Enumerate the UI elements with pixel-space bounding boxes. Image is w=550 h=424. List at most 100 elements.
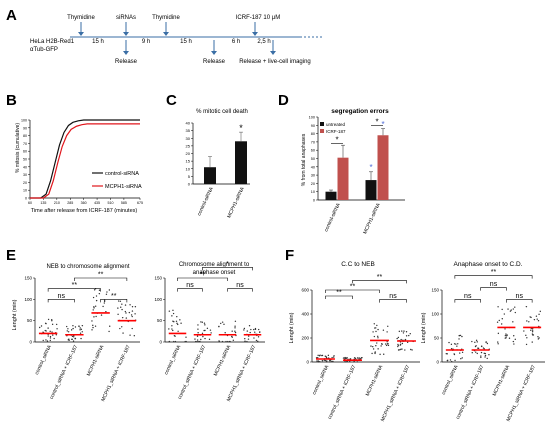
e-right-plot-point-0	[172, 320, 174, 322]
e-left-plot-point-3	[133, 335, 136, 337]
c-y-tick-label: 5	[188, 174, 191, 179]
e-right-plot-point-1	[200, 321, 202, 323]
e-left-plot-point-2	[94, 305, 97, 307]
e-left-plot-point-2	[98, 289, 101, 291]
f-right-plot-point-2	[507, 308, 509, 310]
f-right-plot-point-1	[480, 356, 482, 359]
c-title: % mitotic cell death	[196, 109, 248, 115]
f-left-plot-point-0	[321, 360, 324, 362]
e-right-plot-point-3	[247, 335, 250, 337]
f-left-plot-y-tick-label: 0	[306, 360, 309, 365]
f-left-plot-point-1	[358, 357, 361, 359]
b-x-tick-label: 135	[40, 201, 46, 205]
d-legend-icrf: ICRF-187	[326, 129, 346, 134]
b-series-line-1	[30, 123, 140, 199]
f-left-plot-point-1	[342, 357, 345, 359]
e-right-plot-point-2	[218, 340, 220, 342]
e-left-plot-point-2	[105, 293, 108, 296]
f-left-plot-point-2	[372, 348, 375, 350]
f-left-plot-point-0	[323, 359, 325, 361]
e-left-plot-point-3	[129, 304, 131, 306]
e-left-plot-x-label: MCPH1_siRNA + ICRF-187	[100, 344, 132, 403]
e-right-plot-point-2	[234, 320, 237, 322]
b-x-tick-label: 60	[28, 201, 32, 205]
panel-d-bar-chart: segregation errors % from total anaphase…	[301, 108, 405, 235]
f-right-plot-point-2	[503, 313, 506, 315]
e-left-plot-point-0	[56, 328, 58, 330]
e-left-plot-point-2	[98, 292, 101, 295]
b-y-tick-label: 100	[21, 119, 27, 123]
f-left-plot-point-3	[397, 344, 400, 347]
d-y-tick-label: 60	[311, 149, 315, 153]
c-x-label: control-siRNA	[196, 186, 215, 217]
e-right-plot-point-1	[201, 332, 204, 335]
f-right-plot-point-1	[475, 351, 477, 353]
cell-line-label: HeLa H2B-Red1	[30, 39, 75, 45]
f-left-plot-y-tick-label: 600	[301, 288, 309, 293]
e-right-plot-point-0	[176, 315, 178, 318]
f-right-plot-bracket-0	[454, 299, 481, 303]
e-right-plot-point-3	[247, 338, 250, 340]
f-left-plot-point-1	[346, 356, 348, 359]
d-x-label: MCPH1-siRNA	[362, 202, 382, 235]
e-right-plot-point-0	[172, 329, 174, 332]
timeline: HeLa H2B-Red1 αTub-GFP Thymidine siRNAs …	[30, 15, 322, 65]
panel-e: NEB to chromosome alignment Lenght (min)…	[12, 261, 265, 403]
e-left-plot-point-1	[79, 332, 82, 334]
panel-letter-c: C	[166, 92, 177, 109]
d-legend-swatch-untreated	[320, 122, 324, 126]
e-left-plot-point-0	[53, 337, 55, 340]
e-left-plot-point-2	[103, 302, 106, 304]
e-left-plot-point-3	[119, 327, 121, 330]
b-plot-area: 0 10 20 30 40 50 60 70 80 90 100 60 135 210 285 360 435 5…	[21, 119, 143, 206]
f-left-plot-x-label: MCPH1-siRNA	[365, 364, 385, 397]
e-left-plot-point-1	[80, 328, 83, 331]
f-left-plot-point-1	[343, 358, 346, 360]
e-left-plot-point-3	[131, 327, 133, 330]
e-right-plot-point-1	[204, 329, 206, 332]
d-y-tick-label: 10	[311, 190, 315, 194]
f-left-plot-point-3	[397, 345, 399, 348]
e-right-plot-y-tick-label: 0	[159, 340, 162, 345]
e-left-plot-point-0	[49, 339, 51, 342]
e-left-plot-point-0	[42, 339, 44, 342]
e-left-plot-sig-label-1: **	[72, 282, 78, 289]
f-left-plot-point-3	[408, 334, 410, 337]
f-right-plot-point-2	[512, 340, 515, 343]
f-right-plot-point-3	[533, 318, 536, 321]
e-left-plot-point-0	[51, 323, 54, 326]
f-left-plot-point-2	[370, 345, 372, 347]
e-right-plot-point-0	[171, 315, 173, 317]
e-right-plot-sig-label-2: **	[200, 272, 206, 279]
e-right-plot-point-1	[201, 321, 203, 323]
e-right-plot-point-1	[208, 338, 211, 341]
f-left-plot-bracket-3	[352, 280, 407, 284]
b-x-tick-label: 435	[94, 201, 100, 205]
e-right-plot-point-3	[259, 331, 261, 333]
f-right-plot-point-2	[497, 343, 499, 345]
e-right-plot-point-3	[257, 336, 260, 338]
e-right-plot-point-2	[224, 332, 226, 334]
e-right-plot-point-0	[173, 340, 175, 343]
e-right-plot-point-2	[218, 325, 220, 328]
f-left-plot-point-0	[326, 360, 328, 362]
f-right-plot-point-2	[505, 337, 507, 339]
e-right-plot-point-1	[202, 335, 204, 338]
e-left-plot-point-2	[108, 330, 110, 333]
f-right-plot-point-0	[459, 352, 461, 354]
b-y-tick-label: 70	[23, 142, 27, 146]
e-right-plot-point-1	[194, 340, 197, 343]
e-right-plot-point-0	[174, 340, 177, 343]
b-y-tick-label: 20	[23, 181, 27, 185]
e-left-plot-point-3	[131, 310, 134, 312]
e-left-plot-y-tick-label: 100	[24, 297, 32, 302]
c-bar-0	[204, 167, 216, 184]
f-right-plot-y-tick-label: 0	[436, 360, 439, 365]
e-right-plot-y-tick-label: 100	[154, 297, 162, 302]
e-left-plot-point-3	[122, 332, 124, 334]
f-right-plot-point-0	[458, 338, 460, 340]
e-left-plot-point-2	[103, 299, 106, 302]
e-left-plot-point-0	[47, 318, 50, 321]
e-right-plot-point-3	[244, 338, 246, 340]
